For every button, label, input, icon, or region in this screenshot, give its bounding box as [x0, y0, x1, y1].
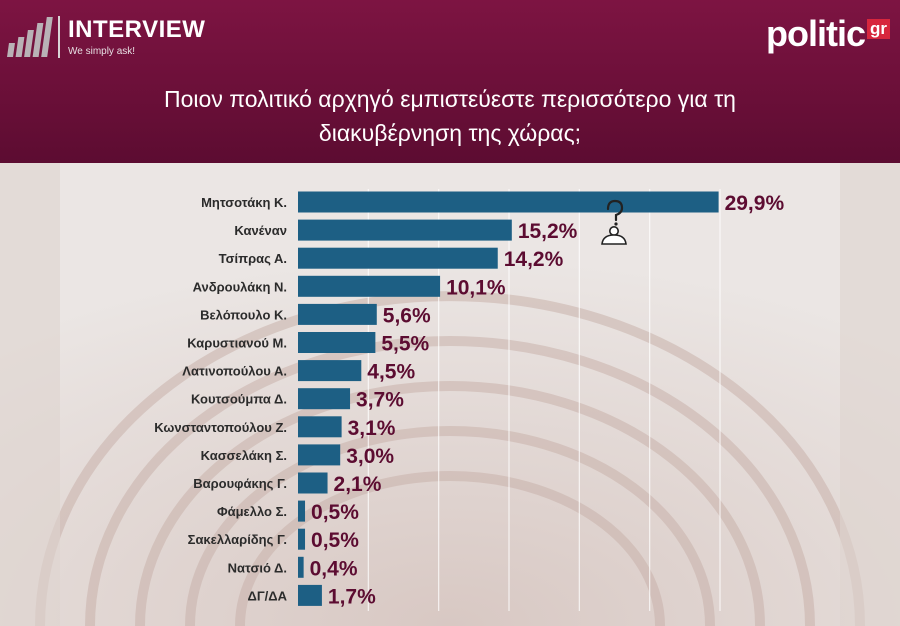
header-banner: INTERVIEW We simply ask! politic gr Ποιο…: [0, 0, 900, 163]
value-label: 29,9%: [725, 192, 785, 215]
value-label: 0,5%: [311, 529, 359, 552]
chart-title-line-2: διακυβέρνηση της χώρας;: [318, 120, 582, 146]
category-label: Βελόπουλο Κ.: [200, 307, 287, 322]
interview-logo: INTERVIEW We simply ask!: [7, 15, 206, 58]
bar: [298, 247, 498, 269]
logo-name: INTERVIEW: [68, 15, 206, 43]
category-label: Κασσελάκη Σ.: [201, 448, 287, 463]
bar: [298, 332, 376, 353]
category-label: Βαρουφάκης Γ.: [193, 476, 287, 491]
bar: [298, 191, 719, 213]
category-label: ΔΓ/ΔΑ: [247, 588, 287, 603]
bar: [298, 303, 377, 325]
bar: [298, 500, 306, 522]
value-label: 5,5%: [381, 333, 429, 356]
bar: [298, 584, 322, 606]
value-label: 3,7%: [356, 389, 404, 412]
value-label: 0,4%: [310, 557, 358, 580]
category-label: Καρυστιανού Μ.: [187, 336, 287, 351]
category-label: Φάμελλο Σ.: [217, 504, 287, 519]
bar: [298, 219, 512, 241]
logo-tagline: We simply ask!: [68, 45, 136, 57]
category-label: Ανδρουλάκη Ν.: [193, 279, 287, 294]
bar: [298, 275, 441, 297]
category-label: Σακελλαρίδης Γ.: [188, 532, 287, 547]
question-person-icon: [601, 199, 627, 245]
logo-divider: [58, 16, 60, 58]
bar: [298, 416, 342, 438]
category-label: Τσίπρας Α.: [219, 251, 287, 266]
category-label: Νατσιό Δ.: [228, 560, 287, 575]
value-label: 0,5%: [311, 501, 359, 524]
value-label: 15,2%: [518, 220, 578, 243]
chart-title: Ποιον πολιτικό αρχηγό εμπιστεύεστε περισ…: [60, 82, 840, 150]
value-label: 2,1%: [334, 473, 382, 496]
value-label: 1,7%: [328, 585, 376, 608]
category-label: Λατινοπούλου Α.: [182, 364, 287, 379]
value-label: 5,6%: [383, 304, 431, 327]
signal-bars-icon: [7, 17, 53, 57]
bar: [298, 528, 306, 550]
category-label: Κωνσταντοπούλου Ζ.: [154, 420, 287, 435]
bar: [298, 472, 328, 494]
politic-logo: politic gr: [766, 16, 890, 52]
bar-chart: Μητσοτάκη Κ. 29,9% Κανέναν 15,2% Τσίπρας Α. 1…: [154, 189, 785, 611]
bar: [298, 388, 351, 410]
category-label: Μητσοτάκη Κ.: [201, 195, 287, 210]
chart-title-line-1: Ποιον πολιτικό αρχηγό εμπιστεύεστε περισ…: [164, 86, 736, 112]
bar: [298, 444, 341, 466]
bar: [298, 360, 362, 382]
value-label: 14,2%: [504, 248, 564, 271]
value-label: 3,1%: [348, 417, 396, 440]
category-label: Κουτσούμπα Δ.: [191, 392, 287, 407]
value-label: 10,1%: [446, 276, 506, 299]
politic-logo-text: politic: [766, 13, 866, 54]
value-label: 4,5%: [367, 361, 415, 384]
politic-logo-suffix: gr: [867, 19, 890, 39]
category-label: Κανέναν: [234, 223, 287, 238]
bar: [298, 556, 304, 578]
value-label: 3,0%: [346, 445, 394, 468]
